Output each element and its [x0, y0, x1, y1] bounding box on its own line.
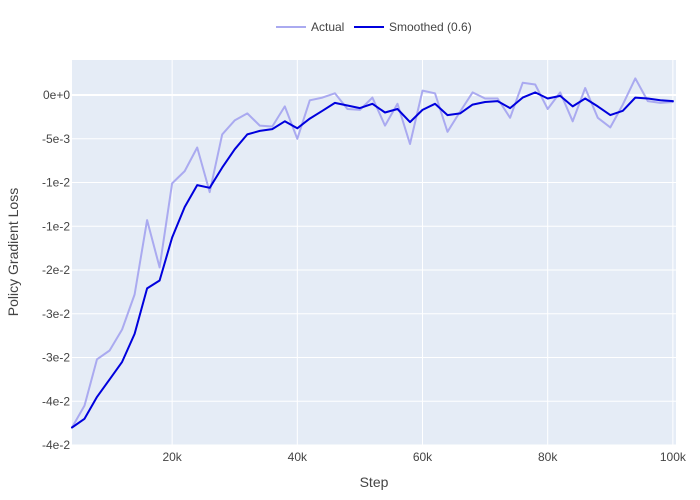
y-tick-label: -5e-3 [42, 132, 70, 146]
x-axis-ticks: 20k 40k 60k 80k 100k [162, 450, 686, 464]
legend-label-smoothed: Smoothed (0.6) [389, 20, 472, 34]
x-tick-label: 20k [162, 450, 182, 464]
y-tick-label: -3e-2 [42, 351, 70, 365]
series-lines [71, 77, 674, 429]
grid-lines [72, 60, 676, 446]
y-tick-label: -1e-2 [42, 176, 70, 190]
x-tick-label: 100k [660, 450, 687, 464]
legend-item-smoothed[interactable]: Smoothed (0.6) [354, 20, 472, 34]
x-tick-label: 60k [413, 450, 433, 464]
series-smoothed-line[interactable] [71, 91, 674, 429]
y-tick-label: -4e-2 [42, 438, 70, 452]
y-tick-label: -2e-2 [42, 263, 70, 277]
x-axis-title: Step [360, 474, 389, 490]
x-tick-label: 40k [288, 450, 308, 464]
y-tick-label: 0e+0 [43, 88, 70, 102]
y-tick-label: -4e-2 [42, 394, 70, 408]
legend[interactable]: Actual Smoothed (0.6) [276, 20, 472, 34]
y-axis-ticks: 0e+0 -5e-3 -1e-2 -1e-2 -2e-2 -3e-2 -3e-2 -4e-2 -… [42, 88, 70, 452]
y-tick-label: -1e-2 [42, 219, 70, 233]
series-actual-line[interactable] [71, 77, 674, 429]
x-tick-label: 80k [538, 450, 558, 464]
plot-area [72, 60, 676, 445]
legend-item-actual[interactable]: Actual [276, 20, 344, 34]
legend-label-actual: Actual [311, 20, 344, 34]
y-tick-label: -3e-2 [42, 307, 70, 321]
y-axis-title: Policy Gradient Loss [5, 188, 21, 316]
